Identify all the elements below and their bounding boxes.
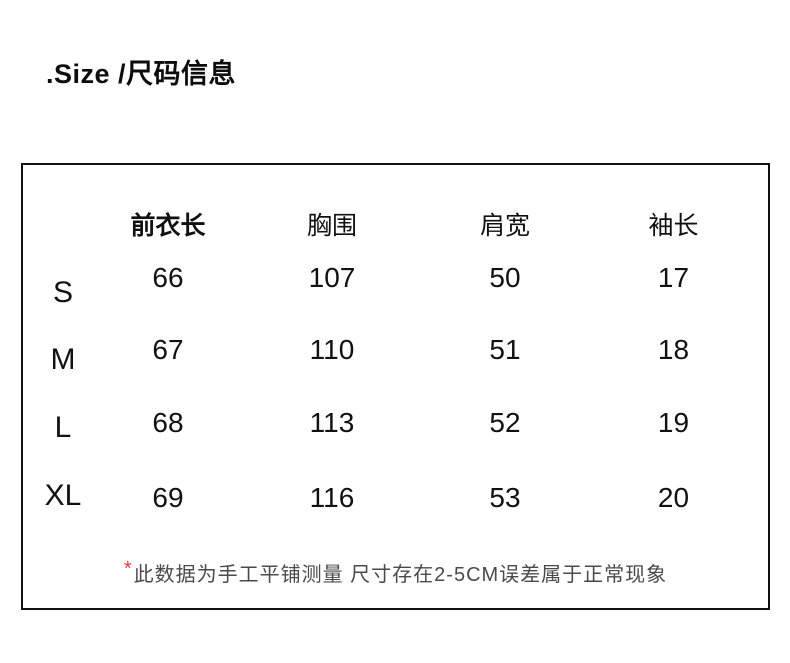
table-cell: 53	[431, 460, 579, 531]
table-cell: 116	[233, 460, 431, 531]
size-chart-box: 前衣长 胸围 肩宽 袖长 S 66 107 50 17 M 67 110 51 …	[21, 163, 770, 610]
table-cell: 50	[431, 255, 579, 321]
size-label: M	[50, 342, 76, 376]
size-label: L	[54, 411, 72, 444]
size-value: 18	[657, 333, 690, 365]
table-cell: 113	[233, 390, 431, 460]
table-row-s-label-cell: S	[23, 255, 103, 321]
size-value: 51	[489, 333, 521, 365]
table-cell: 67	[103, 321, 233, 390]
table-cell: 110	[233, 321, 431, 390]
size-value: 52	[489, 407, 521, 438]
table-row-m-label-cell: M	[23, 321, 103, 390]
table-cell: 19	[579, 390, 768, 460]
column-header-bust: 胸围	[306, 212, 357, 240]
size-value: 19	[657, 407, 690, 438]
table-cell: 107	[233, 255, 431, 321]
table-cell: 17	[579, 255, 768, 321]
table-cell: 51	[431, 321, 579, 390]
size-value: 113	[309, 407, 355, 438]
size-value: 110	[309, 333, 355, 365]
size-value: 50	[489, 262, 521, 293]
size-value: 69	[152, 481, 184, 513]
table-cell: 68	[103, 390, 233, 460]
size-label: S	[52, 276, 73, 309]
size-value: 67	[152, 333, 184, 365]
size-label: XL	[44, 478, 82, 512]
page-title: .Size /尺码信息	[46, 59, 237, 89]
column-header-shoulder: 肩宽	[479, 212, 530, 240]
size-value: 20	[657, 481, 690, 513]
table-cell: 20	[579, 460, 768, 531]
table-cell: 52	[431, 390, 579, 460]
table-row-xl-label-cell: XL	[23, 460, 103, 531]
size-value: 107	[308, 262, 356, 293]
footnote-asterisk: *	[123, 558, 133, 580]
size-value: 68	[152, 407, 184, 438]
measurement-note: * 此数据为手工平铺测量 尺寸存在2-5CM误差属于正常现象	[23, 531, 768, 608]
size-value: 66	[152, 262, 184, 293]
column-header-sleeve: 袖长	[648, 212, 699, 240]
column-header-front-length: 前衣长	[130, 212, 206, 240]
size-value: 116	[309, 481, 355, 513]
table-cell: 18	[579, 321, 768, 390]
size-table: 前衣长 胸围 肩宽 袖长 S 66 107 50 17 M 67 110 51 …	[23, 165, 768, 608]
corner-spacer	[23, 165, 103, 255]
size-value: 53	[489, 481, 521, 513]
size-value: 17	[657, 262, 690, 293]
footnote-text: 此数据为手工平铺测量 尺寸存在2-5CM误差属于正常现象	[133, 564, 668, 586]
table-cell: 69	[103, 460, 233, 531]
table-row-l-label-cell: L	[23, 390, 103, 460]
table-cell: 66	[103, 255, 233, 321]
